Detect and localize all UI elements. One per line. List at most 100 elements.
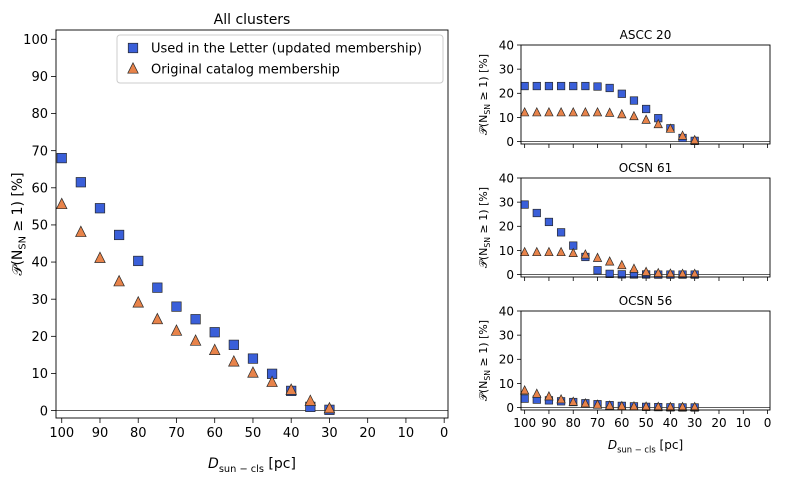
data-point-square (152, 282, 163, 293)
data-point-triangle (532, 106, 542, 117)
data-point-triangle (532, 246, 542, 257)
data-point-triangle (519, 106, 530, 117)
data-point-square (556, 228, 566, 237)
chart-title: OCSN 61 (619, 161, 673, 175)
x-tick-label: 0 (764, 416, 772, 430)
data-point-square (520, 81, 529, 91)
chart-title: All clusters (214, 12, 291, 28)
chart-panel-2: 0 10 20 30 40 OCSN 61 𝒫(NSN ≥ 1) [%] (477, 161, 771, 282)
data-point-triangle (592, 399, 603, 409)
data-point-triangle (519, 246, 530, 257)
data-point-triangle (556, 106, 566, 117)
x-tick-label: 80 (566, 416, 581, 430)
plot-frame (520, 310, 771, 411)
data-point-square (114, 229, 125, 241)
x-tick-label: 70 (590, 416, 605, 430)
data-point-square (617, 270, 626, 279)
data-point-triangle (544, 391, 554, 401)
chart-title: OCSN 56 (619, 294, 673, 308)
x-axis-label: Dsun − cls [pc] (208, 456, 296, 475)
y-tick-label: 0 (506, 135, 514, 149)
data-point-triangle (532, 388, 542, 398)
data-point-triangle (580, 249, 591, 259)
data-point-square (544, 81, 554, 91)
data-point-triangle (113, 274, 125, 287)
x-tick-label: 50 (245, 426, 262, 441)
data-point-triangle (544, 246, 554, 257)
chart-panel-1: 0 10 20 30 40 ASCC 20 𝒫(NSN ≥ 1) [%] (477, 28, 771, 149)
y-tick-label: 100 (23, 33, 48, 48)
data-point-triangle (266, 375, 278, 387)
data-point-triangle (544, 106, 554, 117)
x-tick-label: 20 (359, 426, 376, 441)
data-point-triangle (568, 247, 578, 257)
x-tick-label: 90 (92, 426, 109, 441)
legend-marker-triangle (127, 62, 139, 74)
data-point-square (605, 269, 614, 278)
x-tick-label: 10 (736, 416, 751, 430)
x-tick-label: 10 (398, 426, 415, 441)
data-point-triangle (689, 401, 700, 412)
data-point-square (520, 394, 529, 403)
x-tick-label: 20 (711, 416, 726, 430)
data-point-triangle (604, 107, 615, 117)
data-point-triangle (629, 110, 639, 121)
data-point-square (94, 203, 106, 214)
x-tick-label: 100 (49, 426, 74, 441)
legend: Used in the Letter (updated membership) O… (116, 34, 444, 84)
y-tick-label: 40 (499, 171, 514, 185)
data-point-triangle (677, 401, 688, 412)
x-tick-label: 30 (321, 426, 338, 441)
y-tick-label: 40 (31, 256, 48, 271)
legend-label: Original catalog membership (151, 63, 340, 78)
y-tick-label: 10 (499, 377, 514, 391)
data-point-triangle (665, 401, 676, 412)
data-point-triangle (604, 400, 615, 410)
x-axis-label: Dsun − cls [pc] (608, 438, 683, 455)
y-axis-label: 𝒫(NSN ≥ 1) [%] (477, 320, 492, 401)
y-tick-label: 20 (499, 220, 514, 234)
data-point-square (532, 208, 541, 218)
data-point-square (56, 152, 67, 164)
x-tick-label: 60 (206, 426, 223, 441)
y-tick-label: 20 (499, 353, 514, 367)
x-tick-label: 50 (638, 416, 653, 430)
data-point-triangle (580, 398, 591, 408)
data-point-triangle (304, 394, 317, 406)
legend-label: Used in the Letter (updated membership) (151, 42, 422, 57)
y-tick-label: 40 (499, 304, 514, 318)
data-point-triangle (592, 252, 603, 262)
y-axis-label: 𝒫(NSN ≥ 1) [%] (477, 187, 492, 268)
x-tick-label: 40 (283, 426, 300, 441)
y-tick-label: 10 (499, 244, 514, 258)
data-point-triangle (189, 334, 202, 346)
data-point-square (520, 200, 529, 209)
data-point-triangle (617, 108, 627, 119)
data-point-square (556, 81, 566, 91)
data-point-triangle (519, 385, 530, 395)
y-tick-label: 90 (31, 70, 48, 85)
data-point-triangle (580, 106, 591, 117)
data-point-triangle (653, 118, 663, 129)
chart-title: ASCC 20 (620, 28, 672, 42)
y-tick-label: 60 (31, 181, 48, 196)
y-tick-label: 20 (499, 87, 514, 101)
x-tick-label: 90 (541, 416, 556, 430)
data-point-square (75, 177, 86, 188)
y-axis-label: 𝒫(NSN ≥ 1) [%] (477, 54, 492, 135)
y-axis-label: 𝒫(NSN ≥ 1) [%] (10, 172, 29, 275)
data-point-triangle (75, 225, 87, 237)
data-point-square (569, 81, 578, 91)
data-point-triangle (55, 197, 68, 210)
data-point-triangle (556, 246, 566, 257)
data-point-triangle (208, 343, 221, 355)
x-tick-label: 30 (687, 416, 702, 430)
y-tick-label: 80 (31, 107, 48, 122)
data-point-triangle (228, 354, 240, 367)
data-point-triangle (617, 259, 627, 270)
data-point-square (593, 82, 602, 91)
data-point-square (209, 327, 220, 338)
y-tick-label: 10 (31, 367, 48, 382)
y-tick-label: 0 (506, 268, 514, 282)
